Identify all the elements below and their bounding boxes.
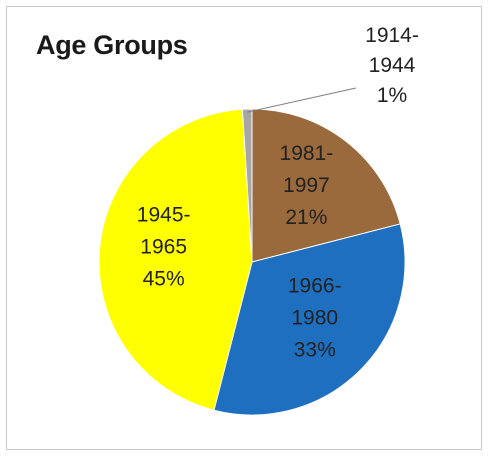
leader-line-1914-1944 (247, 87, 357, 113)
slice-label-1914-1944: 1914-1944 1% (365, 24, 419, 107)
pie-slice-1966-1980 (213, 223, 406, 416)
chart-title: Age Groups (36, 30, 188, 60)
slice-label-1945-1965: 1945-1965 45% (137, 204, 191, 291)
pie-slice-1945-1965 (98, 108, 253, 411)
pie-slice-1981-1997 (251, 108, 401, 263)
pie-slice-1914-1944 (241, 108, 253, 263)
slice-label-1966-1980: 1966-1980 33% (288, 275, 342, 362)
slice-label-1981-1997: 1981-1997 21% (280, 142, 334, 229)
